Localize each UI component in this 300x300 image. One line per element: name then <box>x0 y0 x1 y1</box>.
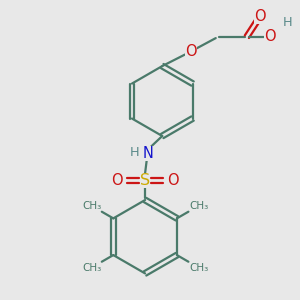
Text: O: O <box>254 9 266 24</box>
Text: O: O <box>111 173 123 188</box>
Text: S: S <box>140 173 150 188</box>
Text: CH₃: CH₃ <box>82 201 101 211</box>
Text: CH₃: CH₃ <box>82 263 101 273</box>
Text: O: O <box>264 28 275 44</box>
Text: N: N <box>143 146 154 161</box>
Text: O: O <box>167 173 179 188</box>
Text: H: H <box>130 146 139 159</box>
Text: CH₃: CH₃ <box>189 263 208 273</box>
Text: O: O <box>185 44 197 59</box>
Text: CH₃: CH₃ <box>189 201 208 211</box>
Text: H: H <box>282 16 292 28</box>
